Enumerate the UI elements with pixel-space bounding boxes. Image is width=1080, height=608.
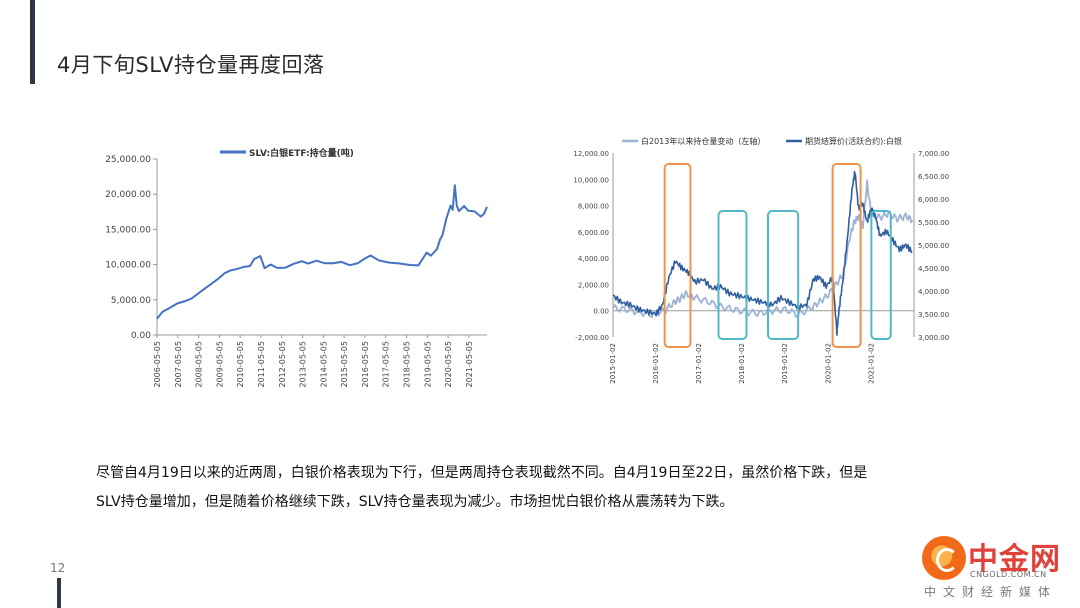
title-accent-bar xyxy=(30,0,35,84)
left-y-tick-label: 2,000.00 xyxy=(578,281,609,289)
series-line-silver-price xyxy=(613,170,913,336)
x-tick-label: 2018-01-02 xyxy=(738,343,746,384)
left-y-tick-label: 0.00 xyxy=(593,308,609,316)
logo-tagline: 中文财经新媒体 xyxy=(924,585,1058,599)
x-tick-label: 2021-01-02 xyxy=(867,343,875,384)
logo-name: 中金网 xyxy=(968,542,1061,577)
right-y-tick-label: 3,000.00 xyxy=(918,334,949,342)
x-tick-label: 2017-01-02 xyxy=(695,343,703,384)
x-tick-label: 2020-05-05 xyxy=(444,341,453,388)
x-tick-label: 2020-01-02 xyxy=(824,343,832,384)
highlight-box xyxy=(831,163,862,348)
right-y-tick-label: 4,000.00 xyxy=(918,288,949,296)
x-tick-label: 2011-05-05 xyxy=(257,341,266,388)
x-tick-label: 2015-05-05 xyxy=(340,341,349,388)
legend-label-holdings: 白2013年以来持仓量变动（左轴） xyxy=(641,136,765,146)
y-tick-label: 20,000.00 xyxy=(105,190,151,200)
y-tick-label: 0.00 xyxy=(131,331,151,341)
x-tick-label: 2009-05-05 xyxy=(215,341,224,388)
series-line-holdings-change xyxy=(612,179,914,319)
x-tick-label: 2006-05-05 xyxy=(153,341,162,388)
x-tick-label: 2012-05-05 xyxy=(278,341,287,388)
x-tick-label: 2008-05-05 xyxy=(195,341,204,388)
slv-holdings-chart: SLV:白银ETF:持仓量(吨) 25,000.00 20,000.00 15,000… xyxy=(105,147,488,388)
holdings-vs-price-chart: 白2013年以来持仓量变动（左轴） 期货结算价(活跃合约):白银 12,000.00… xyxy=(573,136,949,384)
x-tick-label: 2018-05-05 xyxy=(403,341,412,388)
x-tick-label: 2014-05-05 xyxy=(319,341,328,388)
legend-label: SLV:白银ETF:持仓量(吨) xyxy=(249,147,354,159)
footer-accent-bar xyxy=(57,578,61,608)
right-y-tick-label: 5,500.00 xyxy=(918,219,949,227)
highlight-box xyxy=(663,163,692,348)
commentary-line-2: SLV持仓量增加，但是随着价格继续下跌，SLV持仓量表现为减少。市场担忧白银价格… xyxy=(96,494,734,510)
right-y-tick-label: 6,500.00 xyxy=(918,173,949,181)
commentary-line-1: 尽管自4月19日以来的近两周，白银价格表现为下行，但是两周持仓表现截然不同。自4… xyxy=(96,465,868,481)
right-y-tick-label: 5,000.00 xyxy=(918,242,949,250)
highlight-box xyxy=(717,210,748,340)
series-line-slv-holdings xyxy=(156,184,488,320)
x-tick-label: 2017-05-05 xyxy=(382,341,391,388)
x-tick-label: 2019-01-02 xyxy=(781,343,789,384)
x-tick-label: 2021-05-05 xyxy=(465,341,474,388)
highlight-box xyxy=(870,210,892,340)
x-tick-label: 2016-01-02 xyxy=(652,343,660,384)
left-y-tick-label: -2,000.00 xyxy=(575,334,609,342)
y-tick-label: 15,000.00 xyxy=(105,225,151,235)
logo-domain: CNGOLD.COM.CN xyxy=(970,570,1047,579)
right-y-tick-label: 3,500.00 xyxy=(918,311,949,319)
y-tick-label: 5,000.00 xyxy=(111,296,151,306)
right-y-tick-label: 6,000.00 xyxy=(918,196,949,204)
left-y-tick-label: 4,000.00 xyxy=(578,255,609,263)
legend-label-price: 期货结算价(活跃合约):白银 xyxy=(805,136,902,146)
right-y-tick-label: 7,000.00 xyxy=(918,150,949,158)
page-title: 4月下旬SLV持仓量再度回落 xyxy=(57,53,325,77)
x-tick-label: 2010-05-05 xyxy=(236,341,245,388)
left-y-tick-label: 8,000.00 xyxy=(578,203,609,211)
highlight-box xyxy=(767,210,800,340)
left-y-tick-label: 10,000.00 xyxy=(573,176,609,184)
left-y-tick-label: 6,000.00 xyxy=(578,229,609,237)
right-y-tick-label: 4,500.00 xyxy=(918,265,949,273)
y-tick-label: 25,000.00 xyxy=(105,155,151,165)
x-tick-label: 2015-01-02 xyxy=(609,343,617,384)
y-tick-label: 10,000.00 xyxy=(105,261,151,271)
x-tick-label: 2019-05-05 xyxy=(423,341,432,388)
x-tick-label: 2016-05-05 xyxy=(361,341,370,388)
brand-logo: 中金网 CNGOLD.COM.CN 中文财经新媒体 xyxy=(918,534,1070,602)
page-number: 12 xyxy=(50,561,66,575)
x-tick-label: 2013-05-05 xyxy=(299,341,308,388)
x-tick-label: 2007-05-05 xyxy=(174,341,183,388)
left-y-tick-label: 12,000.00 xyxy=(573,150,609,158)
logo-emblem-icon xyxy=(922,536,966,580)
